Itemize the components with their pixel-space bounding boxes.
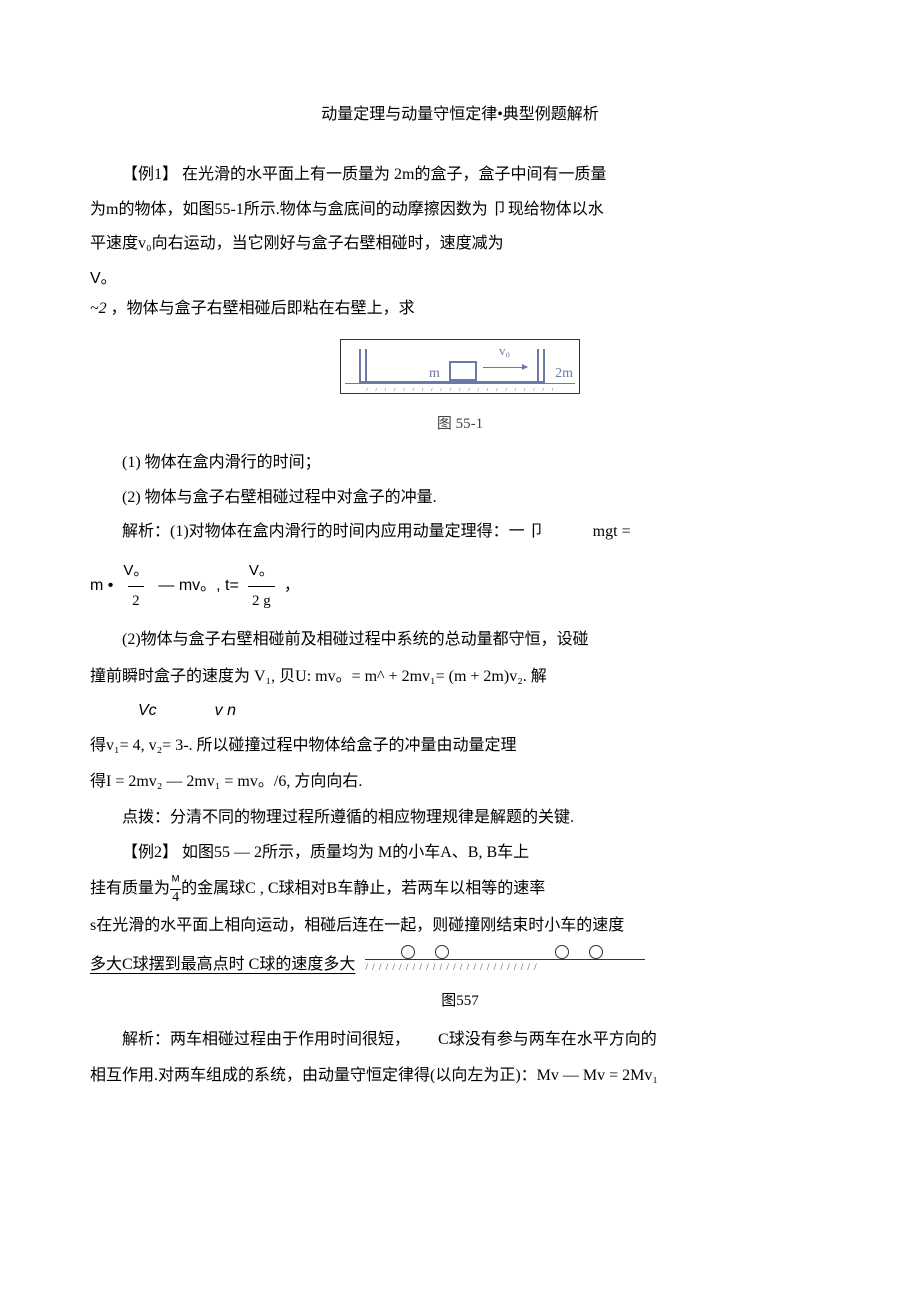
ex1-intro-line3: 平速度v₀向右运动，当它刚好与盒子右壁相碰时，速度减为 bbox=[90, 229, 830, 259]
ex1-v-line: V。 bbox=[90, 264, 830, 294]
frac-v0-over-2: V。 2 bbox=[119, 557, 152, 615]
ex1-vc-vn-labels: Vc v n bbox=[138, 696, 830, 726]
ex2-sol1: 解析：两车相碰过程由于作用时间很短， C球没有参与两车在水平方向的 bbox=[90, 1025, 830, 1055]
frac2-num: V。 bbox=[245, 557, 278, 586]
figure-557-caption: 图557 bbox=[90, 987, 830, 1016]
vn-label: v n bbox=[215, 702, 236, 719]
ex2-line-m-pre: 挂有质量为 bbox=[90, 874, 170, 904]
ex2-sol1-tail: C球没有参与两车在水平方向的 bbox=[438, 1031, 657, 1048]
figure-557: / / / / / / / / / / / / / / / / / / / / … bbox=[365, 945, 645, 980]
ex2-line-s1: s在光滑的水平面上相向运动，相碰后连在一起，则碰撞刚结束时小车的速度 bbox=[90, 911, 830, 941]
frac-suffix: ， bbox=[284, 571, 300, 601]
box-left-wall-inner bbox=[365, 349, 367, 383]
vc-label: Vc bbox=[138, 702, 157, 719]
frac1-num: V。 bbox=[119, 557, 152, 586]
frac2-den: 2 g bbox=[248, 586, 275, 616]
mass-m-box bbox=[449, 361, 477, 381]
ground-hatches: / / / / / / / / / / / / / / / / / / / / … bbox=[345, 383, 575, 391]
ex1-sol1-text: 解析：(1)对物体在盒内滑行的时间内应用动量定理得：一 卩 bbox=[122, 523, 545, 540]
figure-55-1-box: m 2m v₀ / / / / / / / / / / / / / / / / … bbox=[340, 339, 580, 394]
ex1-q1: (1) 物体在盒内滑行的时间； bbox=[90, 448, 830, 478]
ex1-sol1-tail: mgt = bbox=[593, 523, 631, 540]
fig2-hatches: / / / / / / / / / / / / / / / / / / / / … bbox=[365, 959, 645, 976]
wheel-b2 bbox=[589, 945, 603, 959]
ex1-intro-line2: 为m的物体，如图55-1所示.物体与盒底间的动摩擦因数为 卩现给物体以水 bbox=[90, 195, 830, 225]
frac-v0-over-2g: V。 2 g bbox=[245, 557, 278, 615]
ex1-intro-line1: 【例1】 在光滑的水平面上有一质量为 2m的盒子，盒子中间有一质量 bbox=[90, 160, 830, 190]
ex2-line-m-post: 的金属球C , C球相对B车静止，若两车以相等的速率 bbox=[181, 874, 545, 904]
wheel-a1 bbox=[401, 945, 415, 959]
wheel-b1 bbox=[555, 945, 569, 959]
label-v0: v₀ bbox=[499, 339, 510, 364]
box-right-wall-inner bbox=[537, 349, 539, 383]
page-title: 动量定理与动量守恒定律•典型例题解析 bbox=[90, 100, 830, 130]
frac-mid: — mv。, t= bbox=[158, 571, 238, 601]
ex2-sol2: 相互作用.对两车组成的系统，由动量守恒定律得(以向左为正)：Mv — Mv = … bbox=[90, 1061, 830, 1091]
ex2-line-m: 挂有质量为 ᴹ 4 的金属球C , C球相对B车静止，若两车以相等的速率 bbox=[90, 872, 830, 907]
figure-55-1: m 2m v₀ / / / / / / / / / / / / / / / / … bbox=[90, 339, 830, 438]
ex2-line-s2-row: 多大C球摆到最高点时 C球的速度多大 / / / / / / / / / / /… bbox=[90, 945, 830, 980]
ex1-fraction-row: m • V。 2 — mv。, t= V。 2 g ， bbox=[90, 557, 830, 615]
ex1-sol2c: 得v₁= 4, v₂= 3-. 所以碰撞过程中物体给盒子的冲量由动量定理 bbox=[90, 731, 830, 761]
frac-m-den: 4 bbox=[170, 889, 181, 907]
frac-m-over-4: ᴹ 4 bbox=[170, 872, 181, 907]
ex1-sol1: 解析：(1)对物体在盒内滑行的时间内应用动量定理得：一 卩 mgt = bbox=[90, 517, 830, 547]
ex1-sol2b: 撞前瞬时盒子的速度为 V₁, 贝U: mv。= m^ + 2mv₁= (m + … bbox=[90, 662, 830, 692]
box-left-wall-outer bbox=[359, 349, 361, 383]
ex1-sol2a: (2)物体与盒子右壁相碰前及相碰过程中系统的总动量都守恒，设碰 bbox=[90, 625, 830, 655]
ex2-line-s2: 多大C球摆到最高点时 C球的速度多大 bbox=[90, 950, 355, 980]
ex2-intro: 【例2】 如图55 — 2所示，质量均为 M的小车A、B, B车上 bbox=[90, 838, 830, 868]
ex1-tilde-line: ~2 ，物体与盒子右壁相碰后即粘在右壁上，求 bbox=[90, 294, 830, 324]
figure-55-1-caption: 图 55-1 bbox=[90, 410, 830, 439]
box-right-wall-outer bbox=[543, 349, 545, 383]
tilde-2: ~2 bbox=[90, 300, 107, 317]
wheel-a2 bbox=[435, 945, 449, 959]
ex2-sol1-text: 解析：两车相碰过程由于作用时间很短， bbox=[122, 1031, 410, 1048]
arrow-v0 bbox=[483, 367, 527, 368]
ex1-q2: (2) 物体与盒子右壁相碰过程中对盒子的冲量. bbox=[90, 483, 830, 513]
frac-m-num: ᴹ bbox=[170, 872, 181, 889]
frac1-den: 2 bbox=[128, 586, 144, 616]
tilde-2-text: ，物体与盒子右壁相碰后即粘在右壁上，求 bbox=[111, 300, 415, 317]
ex1-sol2d: 得I = 2mv₂ — 2mv₁ = mv。/6, 方向向右. bbox=[90, 767, 830, 797]
frac-prefix: m • bbox=[90, 571, 113, 601]
ex1-hint: 点拨：分清不同的物理过程所遵循的相应物理规律是解题的关键. bbox=[90, 803, 830, 833]
